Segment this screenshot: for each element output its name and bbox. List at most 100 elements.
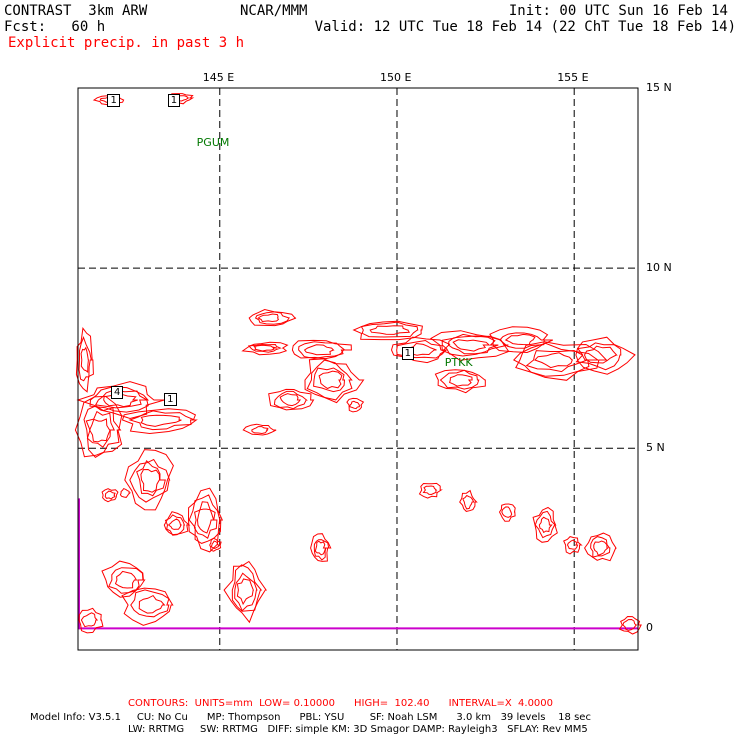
lat-lon-grid	[78, 87, 638, 650]
precip-contour	[268, 388, 315, 411]
precip-contour	[439, 369, 480, 390]
station-label: PTKK	[444, 355, 473, 369]
precip-contour	[164, 514, 186, 536]
precip-contour	[85, 410, 115, 448]
precip-contour	[447, 335, 499, 355]
model-info-line-1: Model Info: V3.5.1 CU: No Cu MP: Thompso…	[30, 712, 591, 723]
precip-contour	[242, 423, 277, 436]
precip-contour	[89, 418, 111, 443]
precip-contour	[349, 400, 360, 410]
precip-contour	[590, 536, 611, 558]
precip-contour	[83, 405, 122, 458]
precip-contour	[196, 508, 215, 534]
map-frame	[77, 87, 639, 651]
precip-contour	[318, 370, 343, 390]
precip-contour	[163, 511, 191, 536]
precip-contour	[534, 510, 557, 539]
lat-tick-label: 5 N	[646, 441, 665, 455]
precip-contour	[114, 570, 138, 589]
lat-tick-label: 10 N	[646, 261, 672, 275]
precip-contour	[248, 308, 297, 327]
precip-contour	[257, 313, 280, 323]
precip-contour	[101, 560, 146, 598]
precip-contour	[563, 536, 583, 555]
precip-contour	[499, 332, 545, 349]
lat-tick-label: 0	[646, 621, 653, 635]
precip-contour	[538, 516, 553, 534]
precip-contour	[193, 501, 218, 539]
precip-contour	[501, 506, 513, 518]
precip-contour	[489, 326, 554, 354]
precip-contour	[346, 397, 365, 413]
precip-contour	[575, 336, 636, 375]
precip-contour	[313, 539, 330, 561]
precip-contour	[167, 518, 182, 530]
precip-contour	[498, 503, 516, 522]
precip-contour	[273, 390, 308, 410]
lon-tick-label: 150 E	[379, 71, 412, 84]
precip-contour	[360, 321, 419, 338]
precip-contour	[422, 485, 438, 496]
precip-contour	[306, 359, 353, 401]
contour-value-label: 1	[401, 346, 414, 360]
precip-contour	[236, 578, 255, 606]
valid-time: Valid: 12 UTC Tue 18 Feb 14 (22 ChT Tue …	[314, 19, 736, 35]
precip-contour	[136, 459, 166, 497]
precip-contour	[279, 393, 302, 407]
precip-contour	[129, 458, 171, 503]
contour-value-label: 1	[107, 94, 120, 108]
precip-contour	[352, 320, 423, 341]
precip-contour	[231, 564, 263, 612]
precip-contour	[525, 349, 588, 373]
precip-contour	[622, 618, 638, 631]
precip-contour	[78, 335, 92, 382]
model-info-line-2: LW: RRTMG SW: RRTMG DIFF: simple KM: 3D …	[128, 724, 588, 735]
precip-contour	[298, 341, 347, 360]
precip-contour	[188, 494, 222, 544]
center-name: NCAR/MMM	[240, 3, 308, 19]
precip-contour	[459, 489, 478, 512]
precip-contour	[241, 341, 289, 356]
lon-tick-label: 145 E	[202, 71, 235, 84]
precip-contour	[429, 330, 510, 361]
precip-contour	[103, 393, 138, 408]
precip-contour	[209, 537, 222, 552]
precip-contour	[390, 336, 451, 364]
precip-contour	[140, 414, 182, 427]
precip-contour	[94, 389, 148, 409]
init-time: Init: 00 UTC Sun 16 Feb 14	[508, 3, 728, 19]
precip-contour	[78, 607, 104, 634]
precip-contour	[75, 327, 94, 393]
precip-contour	[210, 540, 220, 550]
precip-contour	[313, 367, 346, 393]
precip-contour	[593, 540, 610, 556]
contours-info: CONTOURS: UNITS=mm LOW= 0.10000 HIGH= 10…	[128, 698, 554, 709]
precip-contour	[108, 567, 144, 594]
precip-contour	[291, 339, 352, 360]
precip-contour	[223, 560, 268, 624]
precip-contour	[504, 333, 536, 346]
model-title: CONTRAST 3km ARW	[4, 3, 148, 19]
field-description: Explicit precip. in past 3 h	[8, 35, 245, 51]
precip-contour	[119, 487, 132, 498]
precip-contour	[452, 339, 491, 352]
precip-contour	[310, 533, 332, 562]
precip-contour	[130, 589, 170, 618]
precip-contour	[247, 343, 281, 353]
precip-contour	[532, 506, 558, 543]
precip-contour	[462, 494, 475, 510]
precip-contour	[303, 344, 335, 356]
station-label: PGUM	[196, 136, 230, 150]
precip-contour	[448, 374, 473, 387]
precip-contour	[80, 612, 99, 628]
forecast-hour: Fcst: 60 h	[4, 19, 106, 35]
precip-contour	[140, 468, 161, 493]
precip-contour	[121, 408, 198, 435]
precip-contour	[583, 345, 618, 364]
precip-contour	[369, 325, 411, 335]
precip-contour	[80, 346, 89, 373]
precip-contour	[418, 482, 443, 499]
precip-contour	[234, 572, 258, 612]
precip-contour	[138, 594, 166, 614]
